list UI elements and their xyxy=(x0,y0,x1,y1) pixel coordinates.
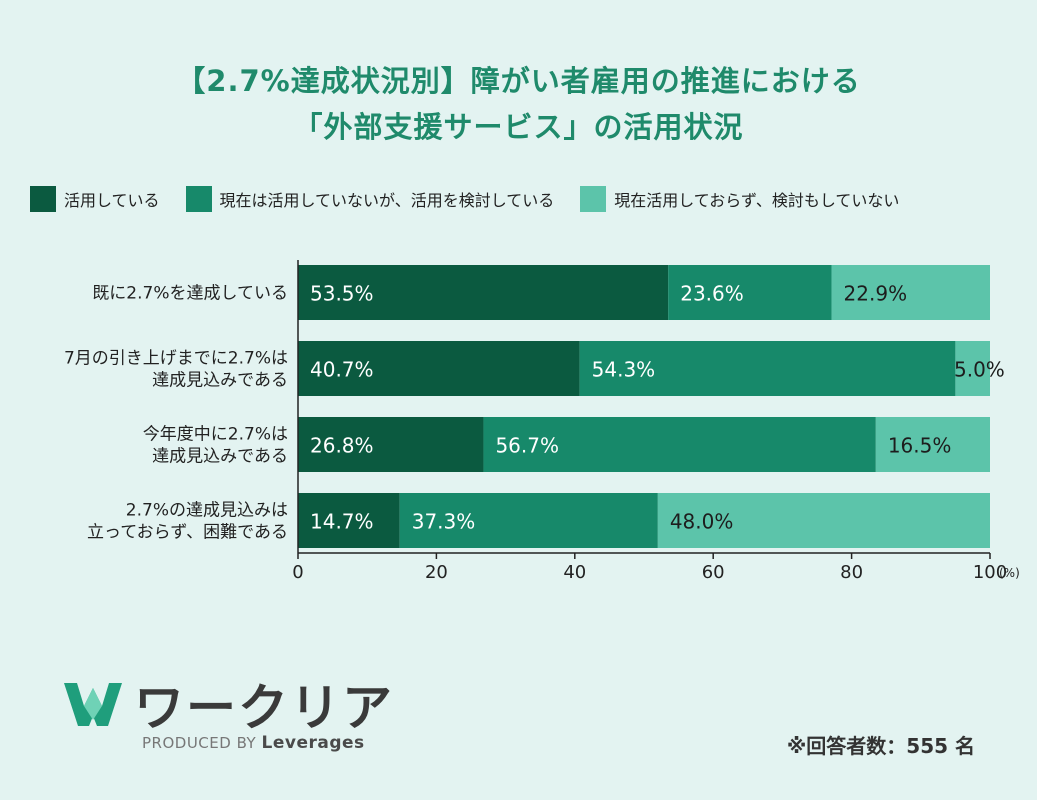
data-label: 26.8% xyxy=(310,434,374,458)
legend-item-1: 活用している xyxy=(30,186,160,212)
legend-label-1: 活用している xyxy=(64,191,160,210)
bar-segment-1-2 xyxy=(668,265,832,320)
bar-segment-4-3 xyxy=(657,493,990,548)
x-tick-label: 20 xyxy=(425,562,448,583)
brand-name: Leverages xyxy=(261,733,365,753)
category-label-line: 7月の引き上げまでに2.7%は xyxy=(64,349,288,369)
bar-segment-2-1 xyxy=(298,341,580,396)
produced-by: PRODUCED BY Leverages xyxy=(142,733,365,753)
category-label-line: 達成見込みである xyxy=(152,447,288,467)
x-tick-label: 100 xyxy=(973,562,1007,583)
data-label: 23.6% xyxy=(680,282,744,306)
category-label-line: 立っておらず、困難である xyxy=(87,523,288,543)
respondent-count: ※回答者数：555 名 xyxy=(786,734,975,758)
data-label: 56.7% xyxy=(495,434,559,458)
bar-segment-3-1 xyxy=(298,417,484,472)
bar-segment-2-3 xyxy=(955,341,990,396)
bar-segment-3-2 xyxy=(483,417,876,472)
legend-item-3: 現在活用しておらず、検討もしていない xyxy=(580,186,899,212)
x-tick-label: 0 xyxy=(292,562,303,583)
data-label: 14.7% xyxy=(310,510,374,534)
legend-swatch-3 xyxy=(580,186,607,212)
logo: ワークリア xyxy=(62,668,394,740)
legend-label-2: 現在は活用していないが、活用を検討している xyxy=(219,191,555,210)
data-label: 22.9% xyxy=(844,282,908,306)
bar-segment-4-1 xyxy=(298,493,400,548)
category-label-line: 達成見込みである xyxy=(152,371,288,391)
bar-segment-1-3 xyxy=(831,265,990,320)
chart-title-line1: 【2.7%達成状況別】障がい者雇用の推進における xyxy=(176,64,861,98)
bar-segment-2-2 xyxy=(579,341,956,396)
stacked-bar-chart: 既に2.7%を達成している 53.5% 23.6% 22.9% 7月の引き上げまでに2.… xyxy=(64,260,1020,583)
produced-by-label: PRODUCED BY xyxy=(142,734,257,752)
category-label-line: 2.7%の達成見込みは xyxy=(126,501,288,521)
legend-label-3: 現在活用しておらず、検討もしていない xyxy=(614,191,900,210)
data-label: 53.5% xyxy=(310,282,374,306)
data-label: 54.3% xyxy=(592,358,656,382)
data-label: 48.0% xyxy=(670,510,734,534)
data-label: 40.7% xyxy=(310,358,374,382)
chart-title-line2: 「外部支援サービス」の活用状況 xyxy=(293,110,744,144)
chart-title: 【2.7%達成状況別】障がい者雇用の推進における 「外部支援サービス」の活用状況 xyxy=(0,58,1037,150)
logo-wordmark: ワークリア xyxy=(134,679,394,737)
x-tick-label: 60 xyxy=(702,562,725,583)
category-label-line: 今年度中に2.7%は xyxy=(143,425,288,445)
bar-segment-1-1 xyxy=(298,265,669,320)
data-label: 37.3% xyxy=(412,510,476,534)
bar-segment-3-3 xyxy=(875,417,990,472)
data-label: 5.0% xyxy=(954,358,1005,382)
x-tick-label: 40 xyxy=(563,562,586,583)
x-tick-label: 80 xyxy=(840,562,863,583)
legend-swatch-2 xyxy=(185,186,212,212)
legend: 活用している 現在は活用していないが、活用を検討している 現在活用しておらず、検… xyxy=(30,186,1020,212)
category-label-1: 既に2.7%を達成している xyxy=(92,284,288,304)
data-label: 16.5% xyxy=(888,434,952,458)
x-axis-unit: (%) xyxy=(999,566,1020,580)
legend-swatch-1 xyxy=(30,186,56,212)
w-logo-icon xyxy=(64,683,122,726)
legend-item-2: 現在は活用していないが、活用を検討している xyxy=(185,186,555,212)
bar-segment-4-2 xyxy=(399,493,658,548)
category-label-line: 既に2.7%を達成している xyxy=(92,284,288,304)
